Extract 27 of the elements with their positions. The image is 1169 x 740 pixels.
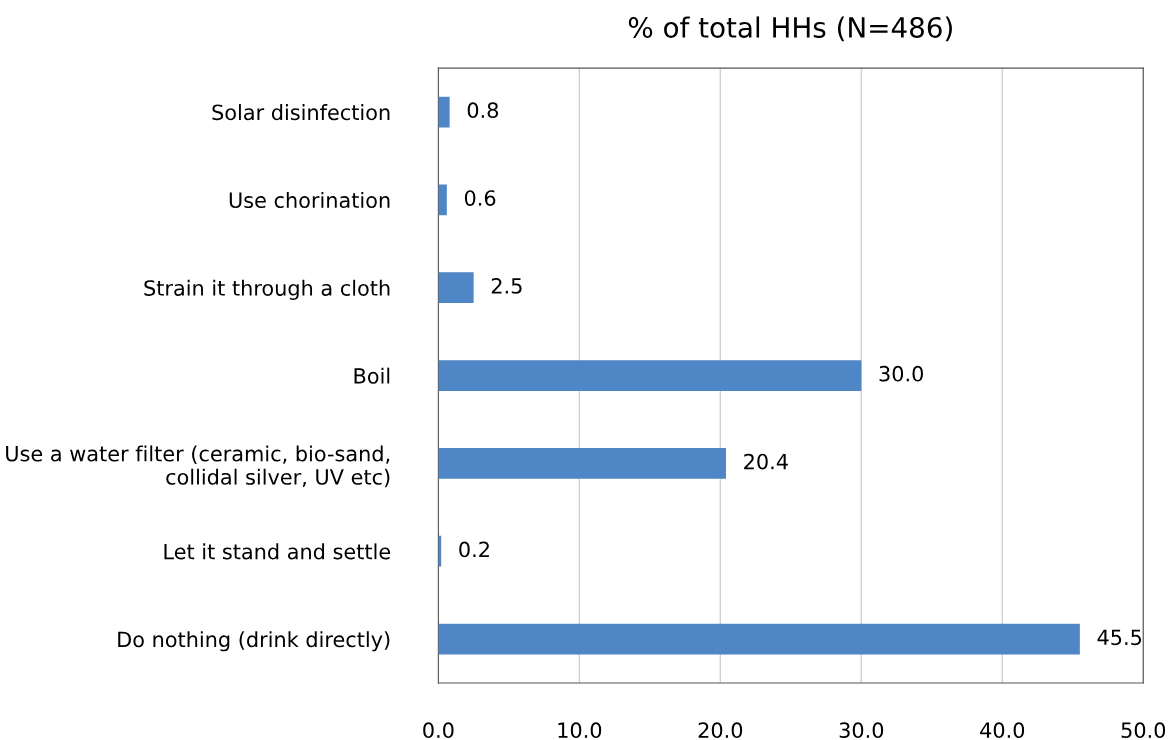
y-tick-label: Boil: [354, 367, 390, 384]
x-tick-label: 30.0: [839, 722, 884, 739]
y-tick-label: Strain it through a cloth: [144, 279, 390, 300]
y-tick-label: Do nothing (drink directly): [118, 631, 390, 652]
bar: [438, 623, 1080, 655]
bar: [438, 360, 862, 391]
bar: [438, 272, 474, 304]
x-tick-label: 20.0: [698, 722, 743, 739]
y-tick-label: Solar disinfection: [212, 104, 390, 121]
bar: [438, 448, 726, 479]
data-label: 45.5: [1097, 629, 1142, 646]
data-label: 30.0: [879, 365, 923, 382]
chart-title: % of total HHs (N=486): [628, 16, 952, 42]
bar: [438, 96, 450, 128]
y-tick-label: Use chorination: [229, 191, 390, 209]
x-tick-label: 0.0: [423, 722, 454, 739]
data-label: 2.5: [491, 277, 522, 294]
data-label: 20.4: [744, 453, 788, 470]
x-tick-label: 40.0: [980, 722, 1025, 739]
y-tick-label: Use a water filter (ceramic, bio-sand, collidal silver, UV etc): [6, 445, 390, 488]
bar: [438, 184, 447, 216]
y-tick-label: Let it stand and settle: [164, 543, 391, 560]
x-tick-label: 10.0: [558, 722, 602, 739]
data-label: 0.6: [464, 190, 496, 206]
data-label: 0.8: [467, 102, 499, 119]
x-tick-label: 50.0: [1121, 722, 1166, 739]
data-label: 0.2: [459, 541, 489, 558]
